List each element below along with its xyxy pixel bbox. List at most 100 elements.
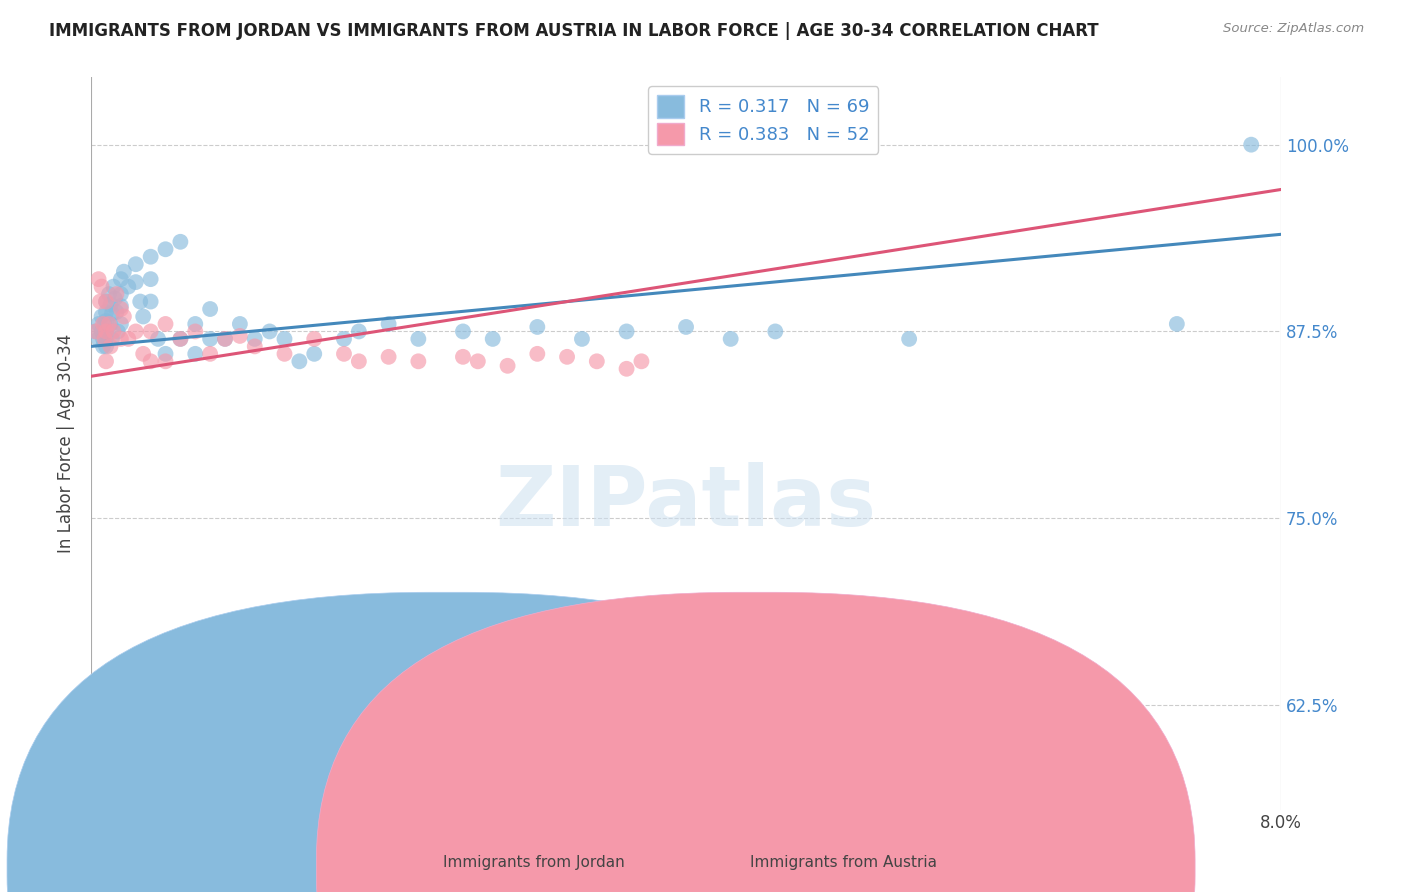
Text: Source: ZipAtlas.com: Source: ZipAtlas.com: [1223, 22, 1364, 36]
Point: [93, 317, 115, 331]
Point: [763, 325, 786, 339]
Point: [91, 317, 114, 331]
Point: [675, 137, 697, 152]
Point: [467, 354, 489, 368]
Point: [125, 325, 148, 339]
Point: [630, 354, 652, 368]
Point: [117, 279, 139, 293]
Point: [408, 332, 430, 346]
Point: [110, 287, 132, 301]
Point: [555, 350, 578, 364]
Point: [704, 137, 727, 152]
Point: [103, 279, 125, 293]
Point: [481, 332, 503, 346]
Point: [229, 317, 252, 331]
Point: [451, 325, 474, 339]
Point: [347, 354, 370, 368]
Point: [347, 325, 370, 339]
Point: [112, 310, 135, 324]
Point: [87, 272, 110, 286]
Point: [91, 339, 114, 353]
Point: [90, 279, 112, 293]
Point: [84, 325, 107, 339]
Point: [794, 723, 817, 738]
Point: [229, 329, 252, 343]
Point: [87, 332, 110, 346]
Point: [302, 347, 325, 361]
Point: [169, 235, 191, 249]
Point: [526, 347, 548, 361]
Point: [214, 332, 236, 346]
Point: [675, 320, 697, 334]
Point: [98, 317, 121, 331]
Point: [94, 339, 117, 353]
Point: [110, 272, 132, 286]
Point: [94, 305, 117, 319]
Point: [198, 301, 221, 316]
Point: [132, 310, 155, 324]
Point: [333, 347, 356, 361]
Point: [763, 706, 786, 720]
Point: [377, 317, 399, 331]
Text: IMMIGRANTS FROM JORDAN VS IMMIGRANTS FROM AUSTRIA IN LABOR FORCE | AGE 30-34 COR: IMMIGRANTS FROM JORDAN VS IMMIGRANTS FRO…: [49, 22, 1099, 40]
Point: [377, 350, 399, 364]
Point: [107, 325, 129, 339]
Point: [94, 325, 117, 339]
Point: [98, 287, 121, 301]
Point: [273, 347, 295, 361]
Point: [112, 265, 135, 279]
Point: [94, 325, 117, 339]
Point: [616, 361, 638, 376]
Point: [585, 354, 607, 368]
Point: [90, 325, 112, 339]
Text: Immigrants from Austria: Immigrants from Austria: [749, 855, 938, 870]
Point: [94, 294, 117, 309]
Point: [101, 306, 124, 320]
Point: [117, 332, 139, 346]
Point: [184, 317, 207, 331]
Point: [94, 332, 117, 346]
Text: Immigrants from Jordan: Immigrants from Jordan: [443, 855, 626, 870]
Point: [90, 310, 112, 324]
Point: [155, 242, 177, 256]
Point: [645, 137, 668, 152]
Point: [824, 690, 846, 705]
Point: [214, 332, 236, 346]
Text: ZIPatlas: ZIPatlas: [495, 461, 876, 542]
Point: [302, 332, 325, 346]
Point: [155, 317, 177, 331]
Point: [139, 294, 162, 309]
Legend: R = 0.317   N = 69, R = 0.383   N = 52: R = 0.317 N = 69, R = 0.383 N = 52: [648, 87, 879, 154]
Point: [105, 305, 128, 319]
Point: [155, 347, 177, 361]
Point: [243, 332, 266, 346]
Point: [734, 137, 756, 152]
Point: [259, 325, 281, 339]
Point: [273, 332, 295, 346]
Point: [243, 339, 266, 353]
Point: [89, 294, 111, 309]
Point: [94, 354, 117, 368]
Point: [973, 683, 995, 698]
Point: [169, 332, 191, 346]
Point: [408, 354, 430, 368]
Point: [100, 297, 122, 311]
Point: [100, 317, 122, 331]
Point: [184, 347, 207, 361]
Point: [496, 359, 519, 373]
Point: [571, 332, 593, 346]
Point: [659, 137, 682, 152]
Point: [333, 332, 356, 346]
Point: [91, 332, 114, 346]
Point: [184, 325, 207, 339]
Point: [101, 332, 124, 346]
Point: [1166, 317, 1188, 331]
Point: [132, 347, 155, 361]
Point: [898, 332, 921, 346]
Point: [155, 354, 177, 368]
Point: [100, 339, 122, 353]
Point: [139, 354, 162, 368]
Point: [94, 294, 117, 309]
Point: [93, 332, 115, 346]
Point: [125, 275, 148, 289]
